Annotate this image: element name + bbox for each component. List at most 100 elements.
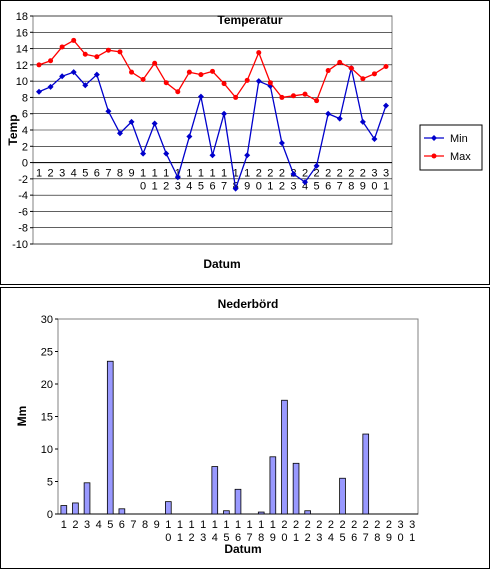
x-tick-label: 2 xyxy=(48,168,54,180)
y-tick-label: 14 xyxy=(16,44,28,56)
y-axis-label: Temp xyxy=(6,114,20,145)
point xyxy=(233,94,239,100)
y-tick-label: 0 xyxy=(22,158,28,170)
y-tick-label: 16 xyxy=(16,27,28,39)
x-tick-label: 9 xyxy=(128,168,134,180)
point xyxy=(140,77,146,83)
bar xyxy=(257,511,265,515)
bar xyxy=(362,433,370,515)
y-tick-label: -2 xyxy=(18,174,28,186)
point xyxy=(47,83,54,90)
plot-area xyxy=(57,318,419,515)
y-tick-label: 2 xyxy=(22,141,28,153)
bar xyxy=(292,462,300,515)
bar xyxy=(234,488,242,515)
x-tick-label: 5 xyxy=(107,519,113,531)
legend-label: Max xyxy=(450,151,471,163)
point xyxy=(186,69,192,75)
x-tick-label: 7 xyxy=(105,168,111,180)
x-tick-label: 1 xyxy=(61,519,67,531)
y-tick-label: -10 xyxy=(12,239,28,251)
point xyxy=(48,58,54,64)
x-tick-label: 9 xyxy=(154,519,160,531)
point xyxy=(337,59,343,65)
point xyxy=(336,115,343,122)
chart-title: Temperatur xyxy=(217,13,282,27)
y-tick-label: 15 xyxy=(41,412,53,424)
y-tick-label: 10 xyxy=(16,76,28,88)
x-tick-label: 2 xyxy=(72,519,78,531)
point xyxy=(290,93,296,99)
point xyxy=(174,174,181,181)
point xyxy=(198,72,204,78)
y-tick-label: 12 xyxy=(16,60,28,72)
x-tick-label: 4 xyxy=(96,519,102,531)
y-tick-label: 4 xyxy=(22,125,28,137)
bar xyxy=(211,466,219,515)
point xyxy=(36,62,42,68)
point xyxy=(244,152,251,159)
point xyxy=(59,73,66,80)
point xyxy=(302,91,308,97)
point xyxy=(431,135,437,141)
y-tick-label: -4 xyxy=(18,190,28,202)
point xyxy=(256,50,262,56)
point xyxy=(70,69,77,76)
point xyxy=(128,118,135,125)
x-axis-label: Datum xyxy=(224,542,261,556)
point xyxy=(431,153,437,159)
point xyxy=(197,93,204,100)
point xyxy=(221,81,227,87)
point xyxy=(267,80,273,86)
legend-label: Min xyxy=(450,133,468,145)
bar xyxy=(60,505,68,515)
bar xyxy=(339,477,346,515)
bar xyxy=(83,482,91,515)
point xyxy=(82,82,89,89)
bar xyxy=(72,502,79,515)
x-tick-label: 1 xyxy=(36,168,42,180)
point xyxy=(290,170,297,177)
x-tick-label: 8 xyxy=(142,519,148,531)
point xyxy=(71,37,77,43)
y-tick-label: 20 xyxy=(41,379,53,391)
point xyxy=(82,51,88,57)
point xyxy=(209,152,216,159)
point xyxy=(302,179,309,186)
y-tick-label: 0 xyxy=(47,509,53,521)
point xyxy=(151,120,158,127)
y-tick-label: -8 xyxy=(18,223,28,235)
x-axis-label: Datum xyxy=(203,257,240,271)
x-tick-label: 4 xyxy=(71,168,77,180)
point xyxy=(278,140,285,147)
bar xyxy=(165,501,172,515)
